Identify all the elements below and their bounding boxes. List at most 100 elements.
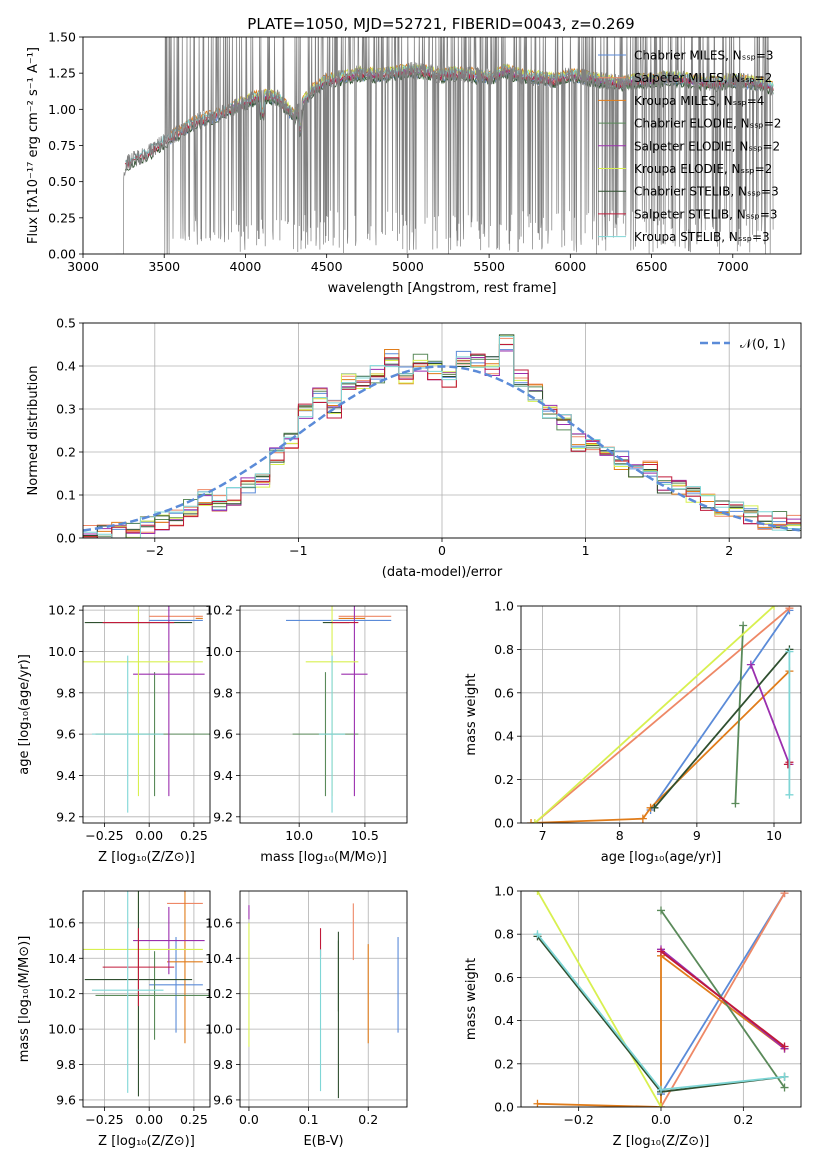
x-tick-label: 9 [693,828,701,843]
grid-massweight_vs_age [521,605,801,824]
y-tick-label: 9.2 [213,809,233,824]
x-tick-label: 4500 [311,259,343,274]
axes-frame [82,890,211,1108]
weight-series-line [537,953,786,1107]
y-axis-label: mass weight [464,958,479,1040]
legend-entry: Kroupa ELODIE, Nₛₛₚ=2 [634,162,772,176]
y-tick-label: 10.0 [205,1022,233,1037]
x-tick-label: 5000 [392,259,424,274]
x-axis-label: Z [log₁₀(Z/Z⊙)] [613,1134,710,1149]
weight-series-line [653,648,791,809]
weight-marker [533,891,542,895]
weight-marker [657,1085,665,1094]
y-tick-label: 0.4 [56,359,76,374]
y-tick-label: 9.2 [56,809,76,824]
axes-mass_vs_EBV: 0.0 0.1 0.2 9.6 9.8 10.0 10.2 10.4 10.6 E(B-V) [205,890,408,1149]
y-tick-label: 9.4 [213,768,233,783]
legend-entry: Chabrier STELIB, Nₛₛₚ=3 [634,185,779,199]
weight-marker [770,606,779,610]
y-tick-label: 0.00 [48,247,76,262]
y-tick-label: 10.2 [48,986,76,1001]
legend-entry: Salpeter MILES, Nₛₛₚ=2 [634,71,772,85]
weight-marker [780,1072,789,1081]
x-tick-label: 10 [766,828,782,843]
weight-series-line [530,670,791,823]
weight-series-line [536,891,662,1107]
weight-marker [746,660,755,669]
weight-marker [780,891,789,898]
y-tick-label: 0.4 [494,729,514,744]
legend-entry: Kroupa MILES, Nₛₛₚ=4 [634,94,764,108]
y-axis-label: mass weight [464,673,479,755]
weight-marker [739,621,748,630]
axes-massweight_vs_age: 7 8 9 10 0.0 0.2 0.4 0.6 0.8 1.0 age [log₁₀(age/yr… [464,599,802,865]
weight-marker [780,1042,789,1051]
plot-area-residuals [83,334,801,538]
grid-mass_vs_Z [83,891,210,1107]
y-tick-label: 0.4 [494,1013,514,1028]
y-tick-label: 10.0 [48,644,76,659]
y-tick-label: 9.6 [56,727,76,742]
grid-age_vs_mass [240,606,407,823]
x-tick-label: −0.25 [85,828,123,843]
weight-marker [533,930,542,939]
axes-age_vs_mass: 10.0 10.5 9.2 9.4 9.6 9.8 10.0 10.2 mass [log₁₀(… [205,603,408,865]
x-tick-label: 4000 [230,259,262,274]
y-tick-label: 0.2 [56,445,76,460]
legend-entry: Salpeter STELIB, Nₛₛₚ=3 [634,207,778,221]
y-tick-label: 0.0 [56,531,76,546]
x-tick-label: −1 [289,543,307,558]
y-tick-label: 10.2 [205,603,233,618]
weight-series-line [534,606,775,823]
x-tick-label: 0.25 [180,828,208,843]
axes-frame [82,36,802,255]
legend-entry: Salpeter ELODIE, Nₛₛₚ=2 [634,139,780,153]
y-tick-label: 0.25 [48,210,76,225]
axes-frame [520,890,802,1108]
y-tick-label: 0.6 [494,970,514,985]
y-tick-label: 1.25 [48,66,76,81]
plot-area-massweight_vs_Z [533,891,789,1107]
weight-marker [657,906,665,915]
plot-area-mass_vs_Z [83,891,210,1097]
weight-marker [785,606,794,613]
axes-frame [82,605,211,824]
x-tick-label: 0.2 [358,1112,378,1127]
y-tick-label: 0.8 [494,642,514,657]
y-tick-label: 1.0 [494,599,514,614]
y-tick-label: 0.0 [494,816,514,831]
y-tick-label: 0.75 [48,138,76,153]
x-axis-label: age [log₁₀(age/yr)] [601,850,722,865]
x-axis-label: Z [log₁₀(Z/Z⊙)] [98,850,195,865]
figure-title: PLATE=1050, MJD=52721, FIBERID=0043, z=0… [247,15,634,33]
y-tick-label: 10.6 [205,915,233,930]
x-tick-label: 5500 [473,259,505,274]
y-tick-label: 1.50 [48,30,76,45]
y-tick-label: 0.1 [56,488,76,503]
x-tick-label: 6500 [636,259,668,274]
weight-series-line [649,609,791,811]
x-tick-label: 6000 [554,259,586,274]
y-tick-label: 9.6 [213,727,233,742]
axes-mass_vs_Z: −0.25 0.00 0.25 9.6 9.8 10.0 10.2 10.4 10.6 Z [lo… [17,890,211,1149]
legend-entry: Kroupa STELIB, Nₛₛₚ=3 [634,230,770,244]
x-tick-label: 0.0 [239,1112,259,1127]
y-tick-label: 9.6 [56,1092,76,1107]
y-tick-label: 1.00 [48,102,76,117]
y-tick-label: 10.4 [205,951,233,966]
weight-series-line [660,950,786,1048]
plot-area-age_vs_Z [83,606,210,813]
y-axis-label: mass [log₁₀(M/M⊙)] [17,936,32,1063]
y-tick-label: 0.2 [494,1056,514,1071]
weight-marker [530,819,539,823]
weight-marker [785,647,794,656]
x-tick-label: 10.5 [351,828,379,843]
x-tick-label: 0.00 [135,1112,163,1127]
axes-frame [239,890,408,1108]
y-tick-label: 9.8 [56,1057,76,1072]
x-tick-label: 10.0 [285,828,313,843]
y-axis-label: age [log₁₀(age/yr)] [17,654,32,775]
weight-marker [527,819,536,823]
legend-entry: Chabrier ELODIE, Nₛₛₚ=2 [634,117,781,131]
axes-residuals: −2 −1 0 1 2 0.0 0.1 0.2 0.3 0.4 0.5 (data-model)/er… [26,316,802,580]
